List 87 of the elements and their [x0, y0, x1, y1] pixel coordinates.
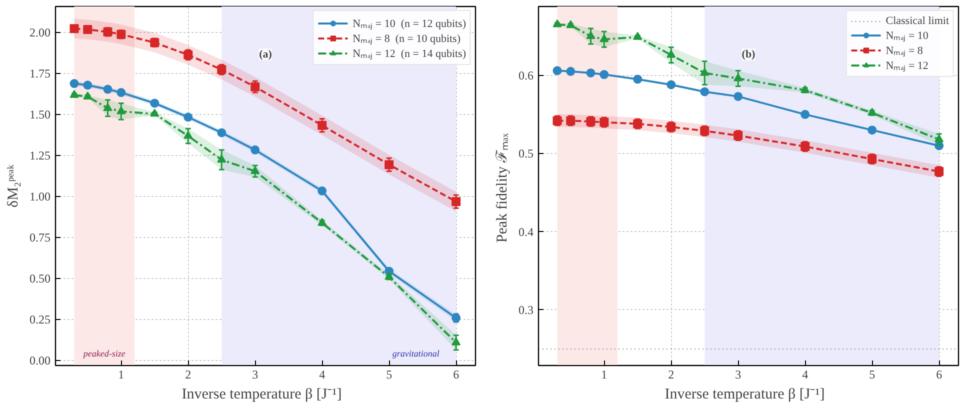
x-tick-label: 1 — [118, 368, 124, 382]
y-tick-label: 0.25 — [30, 312, 50, 327]
y-tick-label: 0.6 — [518, 68, 534, 82]
point — [70, 24, 79, 34]
band-label: peaked-size — [82, 348, 126, 358]
point — [70, 79, 79, 88]
x-tick-label: 4 — [319, 368, 326, 382]
point — [800, 110, 810, 119]
y-axis-title: δM₂ᵖᵉᵃᵏ — [6, 164, 22, 208]
y-tick-label: 0.3 — [518, 302, 534, 317]
point — [633, 74, 642, 84]
x-axis-title: Inverse temperature β [J⁻¹] — [664, 386, 825, 402]
point — [250, 145, 260, 154]
point — [552, 66, 562, 76]
y-tick-label: 1.75 — [30, 66, 50, 81]
point — [552, 19, 562, 28]
x-tick-label: 2 — [668, 368, 674, 382]
point — [566, 20, 576, 28]
point — [384, 160, 394, 170]
y-tick-label: 0.00 — [30, 354, 50, 368]
point — [70, 90, 79, 98]
point — [700, 68, 710, 76]
annotation: (b) — [742, 48, 756, 60]
legend-label: Nₘₐⱼ = 8 (n = 10 qubits) — [352, 32, 460, 45]
point — [318, 218, 327, 226]
x-tick-label: 2 — [185, 368, 192, 382]
point — [83, 92, 92, 100]
y-tick-label: 0.50 — [30, 272, 50, 286]
point — [586, 31, 596, 40]
point — [666, 50, 676, 58]
y-axis-title: Peak fidelity ℱₘₐₓ — [494, 132, 510, 243]
x-tick-label: 6 — [453, 368, 460, 382]
y-tick-label: 1.50 — [30, 108, 50, 122]
point — [150, 108, 160, 117]
point — [83, 24, 92, 34]
point — [700, 87, 710, 96]
x-tick-label: 3 — [735, 368, 742, 382]
legend-label: Nₘₐⱼ = 10 (n = 12 qubits) — [352, 17, 466, 30]
point — [600, 70, 609, 80]
point — [184, 130, 193, 139]
y-tick-label: 1.25 — [30, 148, 50, 163]
point — [566, 66, 576, 76]
legend-label: Nₘₐⱼ = 10 — [886, 29, 928, 42]
y-tick-label: 0.5 — [518, 146, 534, 161]
legend-label: Classical limit — [886, 15, 949, 27]
point — [217, 128, 226, 138]
point — [116, 88, 126, 98]
x-tick-label: 5 — [869, 368, 876, 382]
x-axis-title: Inverse temperature β [J⁻¹] — [182, 386, 342, 402]
point — [150, 98, 160, 108]
point — [452, 337, 461, 346]
point — [384, 272, 394, 280]
point — [586, 68, 596, 78]
point — [666, 80, 676, 90]
y-tick-label: 0.75 — [30, 230, 50, 245]
x-tick-label: 6 — [936, 368, 942, 382]
x-tick-label: 5 — [386, 368, 392, 382]
point — [318, 120, 327, 130]
point — [600, 34, 609, 42]
point — [800, 85, 810, 93]
point — [452, 197, 461, 206]
y-tick-label: 2.00 — [30, 26, 50, 40]
legend-label: Nₘₐⱼ = 8 — [886, 44, 923, 57]
x-tick-label: 4 — [802, 368, 808, 382]
point — [734, 73, 743, 82]
x-tick-label: 3 — [252, 368, 258, 382]
point — [868, 108, 877, 116]
y-tick-label: 1.00 — [30, 190, 50, 204]
y-tick-label: 0.4 — [518, 224, 534, 239]
point — [318, 186, 327, 196]
point — [83, 80, 92, 90]
annotation: (a) — [259, 48, 272, 60]
point — [103, 103, 112, 111]
legend-label: Nₘₐⱼ = 12 — [886, 59, 928, 72]
point — [184, 112, 193, 122]
point — [868, 126, 877, 135]
legend-label: Nₘₐⱼ = 12 (n = 14 qubits) — [352, 47, 466, 60]
point — [217, 154, 226, 163]
point — [250, 166, 260, 174]
point — [734, 92, 743, 101]
point — [934, 134, 944, 142]
band-label: gravitational — [392, 348, 440, 358]
x-tick-label: 1 — [601, 368, 608, 382]
point — [250, 82, 260, 92]
point — [103, 84, 112, 94]
point — [633, 32, 642, 40]
point — [116, 106, 126, 114]
